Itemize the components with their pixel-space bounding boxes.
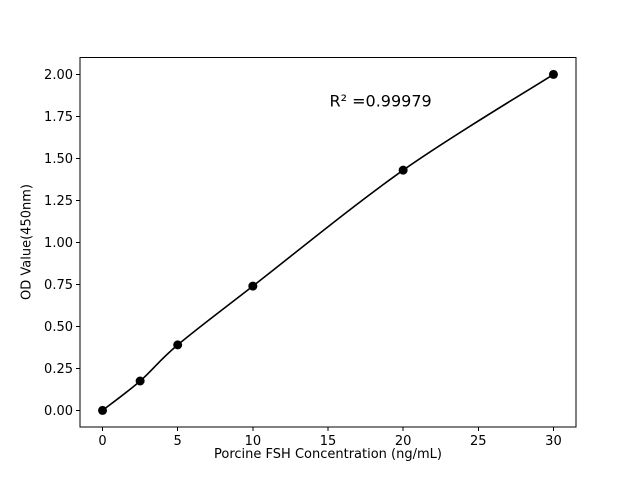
svg-text:30: 30 [545,434,562,449]
svg-text:0: 0 [98,434,106,449]
r-squared-annotation: R² =0.99979 [329,91,432,111]
svg-text:1.25: 1.25 [44,194,73,209]
svg-text:0.50: 0.50 [44,320,73,335]
svg-text:1.00: 1.00 [44,236,73,251]
svg-text:20: 20 [395,434,412,449]
svg-text:0.00: 0.00 [44,404,73,419]
svg-text:0.25: 0.25 [44,362,73,377]
svg-text:10: 10 [245,434,262,449]
svg-text:1.75: 1.75 [44,110,73,125]
svg-text:0.75: 0.75 [44,278,73,293]
svg-text:25: 25 [470,434,487,449]
y-axis-label: OD Value(450nm) [19,184,35,300]
x-axis-label: Porcine FSH Concentration (ng/mL) [214,447,442,462]
svg-text:2.00: 2.00 [44,68,73,83]
svg-text:15: 15 [320,434,337,449]
svg-text:1.50: 1.50 [44,152,73,167]
svg-text:5: 5 [174,434,182,449]
